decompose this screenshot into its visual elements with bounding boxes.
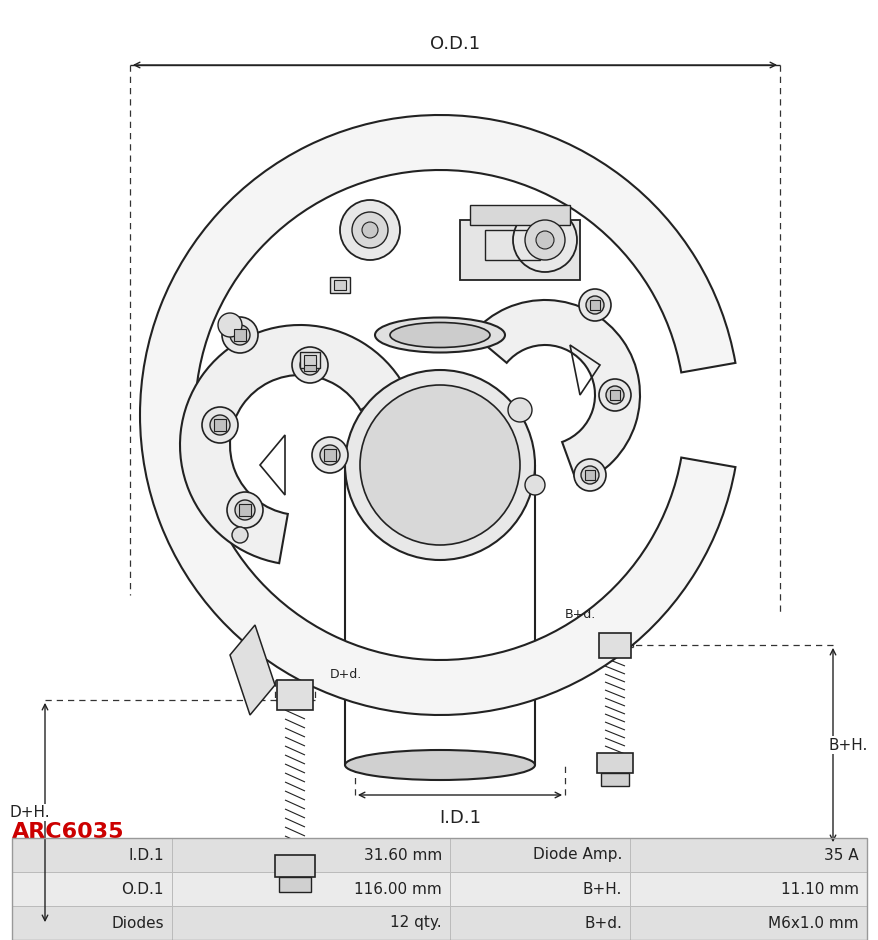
Text: D+H.: D+H. xyxy=(10,805,50,820)
Text: 35 A: 35 A xyxy=(824,848,858,863)
Text: B+H.: B+H. xyxy=(827,738,867,753)
Bar xyxy=(485,230,539,260)
Bar xyxy=(172,838,450,872)
Circle shape xyxy=(573,459,605,491)
Bar xyxy=(589,300,600,310)
Text: Diode Amp.: Diode Amp. xyxy=(532,848,622,863)
Circle shape xyxy=(524,475,544,495)
Circle shape xyxy=(360,385,520,545)
Text: B+d.: B+d. xyxy=(584,916,622,931)
Bar xyxy=(450,872,630,906)
Circle shape xyxy=(579,289,610,321)
Text: 116.00 mm: 116.00 mm xyxy=(354,882,442,897)
Text: Diodes: Diodes xyxy=(112,916,164,931)
Bar xyxy=(596,753,632,773)
Bar xyxy=(470,205,569,225)
Bar xyxy=(12,906,172,940)
Bar xyxy=(459,220,579,280)
Ellipse shape xyxy=(344,750,535,780)
Circle shape xyxy=(320,445,340,465)
Circle shape xyxy=(580,466,598,484)
Circle shape xyxy=(586,296,603,314)
Bar xyxy=(329,277,349,293)
Text: 31.60 mm: 31.60 mm xyxy=(363,848,442,863)
Bar xyxy=(630,838,866,872)
Circle shape xyxy=(344,370,535,560)
Bar xyxy=(304,355,315,365)
Bar xyxy=(12,872,172,906)
Circle shape xyxy=(507,398,531,422)
Bar xyxy=(299,352,320,368)
Circle shape xyxy=(605,386,623,404)
Bar xyxy=(324,449,335,461)
Ellipse shape xyxy=(390,322,489,348)
Circle shape xyxy=(362,222,378,238)
Bar xyxy=(277,680,313,710)
Ellipse shape xyxy=(375,318,505,352)
Bar xyxy=(585,470,594,480)
Bar xyxy=(213,419,226,431)
Text: D+d.: D+d. xyxy=(329,668,362,681)
Text: 12 qty.: 12 qty. xyxy=(390,916,442,931)
Circle shape xyxy=(524,220,565,260)
Wedge shape xyxy=(471,300,639,484)
Bar xyxy=(609,390,619,400)
Bar xyxy=(630,906,866,940)
Circle shape xyxy=(351,212,387,248)
Circle shape xyxy=(291,347,327,383)
Bar xyxy=(12,838,866,940)
Circle shape xyxy=(536,231,553,249)
Polygon shape xyxy=(230,625,275,715)
Bar xyxy=(12,838,172,872)
Wedge shape xyxy=(180,325,404,563)
Bar xyxy=(450,906,630,940)
Bar xyxy=(601,773,629,786)
Text: ARC6035: ARC6035 xyxy=(12,822,125,842)
Bar xyxy=(278,877,311,892)
Bar xyxy=(172,906,450,940)
Circle shape xyxy=(312,437,348,473)
Circle shape xyxy=(227,492,263,528)
Text: M6x1.0 mm: M6x1.0 mm xyxy=(767,916,858,931)
Circle shape xyxy=(299,355,320,375)
Circle shape xyxy=(230,325,249,345)
Circle shape xyxy=(222,317,258,353)
Circle shape xyxy=(232,527,248,543)
Text: O.D.1: O.D.1 xyxy=(121,882,164,897)
Bar xyxy=(450,838,630,872)
Bar xyxy=(234,329,246,341)
Circle shape xyxy=(513,208,576,272)
Circle shape xyxy=(340,200,399,260)
Text: O.D.1: O.D.1 xyxy=(429,35,479,53)
Circle shape xyxy=(202,407,238,443)
Text: B+H.: B+H. xyxy=(582,882,622,897)
Bar xyxy=(172,872,450,906)
Wedge shape xyxy=(140,115,735,715)
Text: I.D.1: I.D.1 xyxy=(438,809,480,827)
Bar xyxy=(239,504,251,516)
Bar xyxy=(630,872,866,906)
Bar xyxy=(304,359,315,371)
Text: I.D.1: I.D.1 xyxy=(128,848,164,863)
Bar xyxy=(334,280,346,290)
Circle shape xyxy=(210,415,230,435)
Bar xyxy=(275,855,314,877)
Text: B+d.: B+d. xyxy=(565,608,595,621)
Circle shape xyxy=(234,500,255,520)
Circle shape xyxy=(598,379,630,411)
Bar xyxy=(598,633,630,658)
Text: 11.10 mm: 11.10 mm xyxy=(781,882,858,897)
Circle shape xyxy=(218,313,241,337)
